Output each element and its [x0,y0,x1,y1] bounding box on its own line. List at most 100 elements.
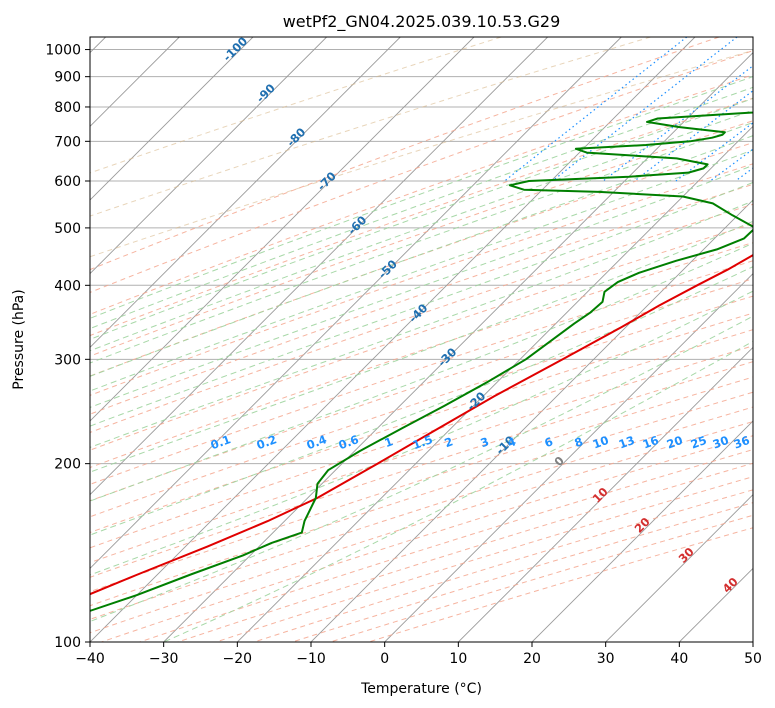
mixing-ratio-label: 0.1 [209,432,233,452]
isotherm-label: -40 [406,301,431,326]
isotherm-label: -30 [435,345,460,370]
mixing-ratio-label: 2 [442,434,454,450]
dry-adiabat-aux [90,37,502,174]
x-tick-label: 50 [744,651,762,667]
isotherm-line [531,420,753,642]
y-tick-label: 100 [54,635,81,651]
moist-adiabat-label: 10 [590,485,611,506]
mixing-ratio-label: 16 [641,433,661,452]
y-tick-label: 900 [54,70,81,86]
y-tick-label: 700 [54,134,81,150]
moist-adiabat [90,109,753,352]
moist-adiabat [90,76,753,319]
y-axis-label: Pressure (hPa) [11,289,27,389]
chart-title: wetPf2_GN04.2025.039.10.53.G29 [283,12,561,32]
isotherm-line [90,37,548,496]
moist-adiabat [90,86,753,330]
mixing-ratio-label: 20 [665,433,685,452]
isotherm-line [458,346,753,642]
mixing-ratio-label: 8 [572,434,584,450]
mixing-ratio-line [675,122,753,182]
mixing-ratio-label: 25 [689,433,709,452]
dry-adiabat [90,295,753,518]
isotherm-line [605,494,753,642]
dry-adiabat [90,37,720,271]
moist-adiabat-label: 40 [720,575,741,596]
moist-adiabat [163,340,753,642]
isotherm-line [163,52,753,642]
dry-adiabat [90,329,753,549]
dry-adiabat-aux [90,49,753,258]
moist-adiabat [90,242,753,502]
y-tick-label: 500 [54,221,81,237]
mixing-ratio-label: 10 [591,433,611,452]
y-tick-label: 800 [54,100,81,116]
y-tick-label: 600 [54,174,81,190]
dry-adiabat [254,489,753,642]
isotherm-line [90,37,401,348]
moist-adiabat [90,135,753,377]
mixing-ratio-line [504,37,688,182]
dry-adiabat [101,435,753,642]
x-tick-label: 10 [449,651,467,667]
x-tick-label: 0 [380,651,389,667]
moist-adiabat [90,121,753,364]
isotherm-label: -90 [253,81,278,106]
moist-adiabat [90,164,753,408]
mixing-ratio-line [602,65,753,182]
dry-adiabat [368,527,753,642]
moist-adiabat [90,149,753,392]
isotherm-line [752,641,753,642]
x-tick-label: −20 [223,651,253,667]
temperature-profile [90,253,753,596]
isotherm-label: -80 [284,125,309,150]
x-axis-label: Temperature (°C) [360,681,482,697]
moist-adiabat [90,181,753,427]
isotherm-line [90,37,327,275]
x-tick-label: −40 [75,651,105,667]
dry-adiabat [90,50,753,293]
dewpoint-profile [90,111,753,612]
isotherm-line [90,37,696,642]
mixing-ratio-label: 30 [711,433,731,452]
dry-adiabat [90,312,753,534]
x-tick-label: −30 [149,651,179,667]
dry-adiabat [90,97,753,337]
isotherm-label: -60 [345,213,370,238]
dry-adiabat [292,502,753,642]
isotherm-label: -50 [375,257,400,282]
mixing-ratio-line [551,37,738,182]
moist-adiabat [90,97,753,340]
isotherm-label: -70 [314,169,339,194]
x-tick-label: 20 [523,651,541,667]
moist-adiabat [90,290,753,576]
mixing-ratio-line [735,167,753,182]
mixing-ratio-label: 6 [542,434,554,450]
x-tick-label: 30 [597,651,615,667]
plot-frame [89,36,754,643]
mixing-ratio-label: 13 [617,433,637,452]
moist-adiabat [90,200,753,448]
x-tick-label: 40 [670,651,688,667]
moist-adiabat [90,266,753,536]
isotherm-line [237,125,753,642]
mixing-ratio-label: 1.5 [411,432,435,452]
dry-adiabat [90,163,753,396]
dry-adiabat [90,223,753,451]
mixing-ratio-label: 0.4 [305,432,329,452]
y-tick-label: 1000 [45,43,81,59]
x-tick-label: −10 [296,651,326,667]
dry-adiabat [177,462,753,642]
dry-adiabat [90,421,753,634]
isotherm-line [384,273,753,642]
y-tick-label: 200 [54,457,81,473]
dry-adiabat [90,361,753,578]
isotherm-line [90,37,475,422]
dry-adiabat [90,74,753,315]
moist-adiabat [90,315,753,623]
dry-adiabat [330,514,753,642]
y-tick-label: 400 [54,278,81,294]
mixing-ratio-label: 36 [732,433,752,452]
mixing-ratio-label: 1 [382,434,394,450]
